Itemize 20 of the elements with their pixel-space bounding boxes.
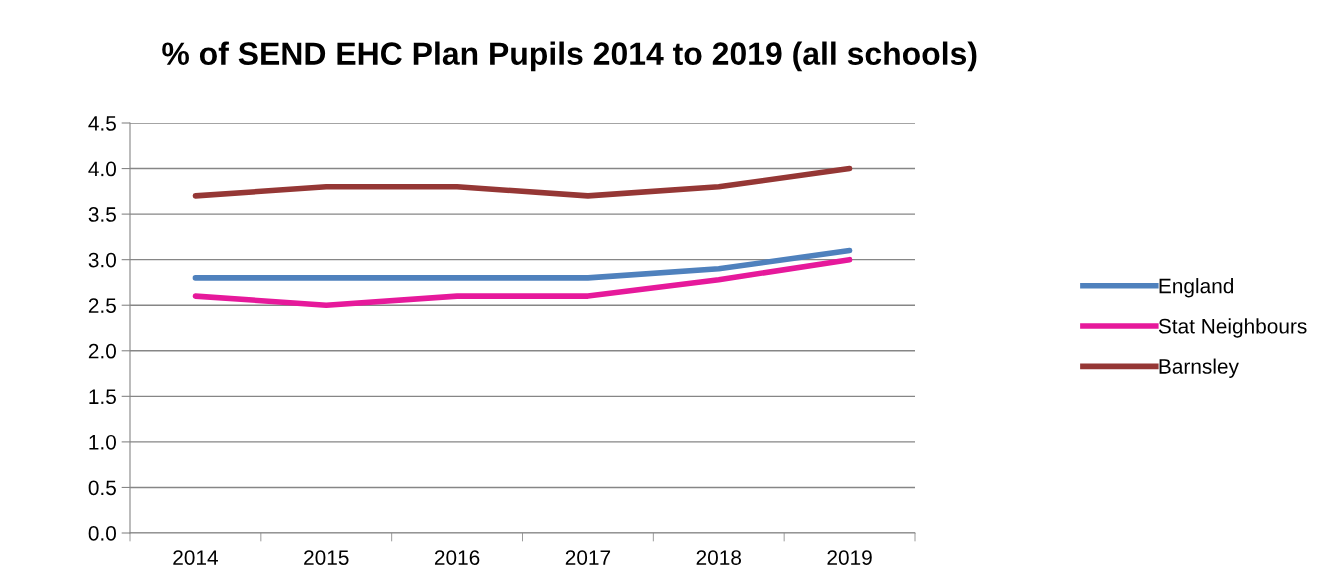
legend-label: Stat Neighbours — [1158, 318, 1307, 338]
chart-title: % of SEND EHC Plan Pupils 2014 to 2019 (all schools) — [162, 41, 977, 72]
legend-label: England — [1159, 278, 1234, 298]
x-tick-label: 2016 — [434, 550, 480, 565]
x-tick-label: 2017 — [565, 550, 611, 565]
y-tick-label: 0.5 — [88, 480, 116, 496]
y-tick-label: 3.0 — [88, 252, 116, 268]
y-tick-label: 2.5 — [88, 298, 116, 313]
x-tick-label: 2014 — [173, 550, 218, 565]
x-tick-label: 2015 — [304, 550, 349, 565]
legend-label: Barnsley — [1159, 358, 1239, 378]
y-tick-label: 4.5 — [88, 116, 116, 131]
x-tick-label: 2018 — [696, 550, 742, 565]
y-tick-label: 1.5 — [89, 389, 116, 405]
x-tick-label: 2019 — [827, 550, 872, 565]
y-tick-label: 0.0 — [88, 526, 116, 541]
y-tick-label: 1.0 — [89, 434, 116, 450]
y-tick-label: 4.0 — [88, 161, 116, 177]
y-tick-label: 2.0 — [88, 343, 116, 359]
y-tick-label: 3.5 — [88, 207, 116, 222]
